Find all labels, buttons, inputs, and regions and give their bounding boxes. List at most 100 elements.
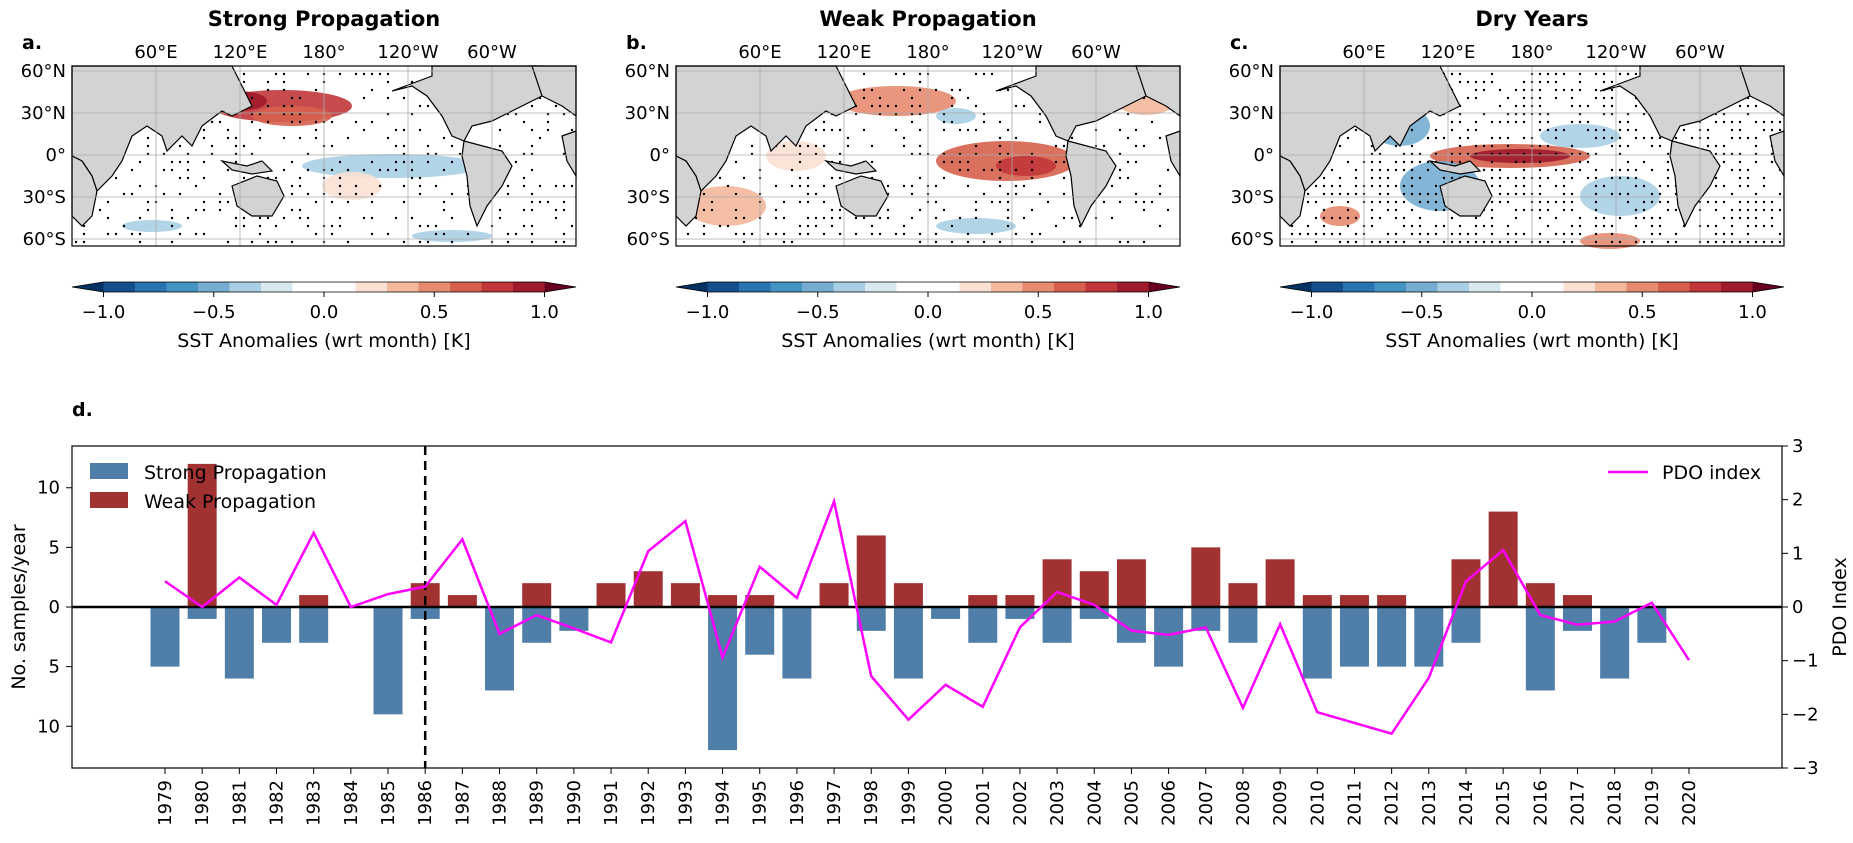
x-year-tick: 2019 [1642, 780, 1663, 826]
sst-anomaly-patch [1580, 176, 1660, 216]
land-mass [1427, 159, 1482, 175]
bar-strong-1979 [150, 607, 180, 667]
colorbar-segment [1117, 282, 1149, 292]
map-frame [71, 65, 577, 247]
bar-strong-2017 [1562, 607, 1592, 631]
bar-weak-2007 [1191, 547, 1221, 607]
x-year-tick: 1981 [229, 780, 250, 826]
x-year-tick: 1991 [601, 780, 622, 826]
bar-strong-2001 [968, 607, 998, 643]
sst-anomaly-patch [1320, 206, 1360, 226]
bar-weak-2010 [1302, 595, 1332, 607]
bar-strong-1985 [373, 607, 403, 715]
x-year-tick: 1988 [490, 780, 511, 826]
colorbar-segment [1563, 282, 1596, 292]
colorbar-tick-label: 0.5 [420, 302, 449, 323]
y-axis-left-label: No. samples/year [8, 524, 30, 690]
map-lon-tick: 60°E [134, 42, 177, 63]
bar-weak-1993 [670, 583, 700, 607]
colorbar-segment [1085, 282, 1118, 292]
x-year-tick: 2011 [1344, 780, 1365, 826]
colorbar-a-label: SST Anomalies (wrt month) [K] [177, 330, 470, 352]
map-panel-dry: 60°E 120°E 180° 120°W 60°W 60°N 30°N 0° 30°S 60°S… [1229, 42, 1785, 323]
map-panel-weak: 60°E 120°E 180° 120°W 60°W 60°N 30°N 0° 30°S 60°S… [625, 42, 1181, 323]
map-gridlines [676, 66, 1180, 246]
map-lon-tick: 60°W [467, 42, 517, 63]
x-year-tick: 1987 [452, 780, 473, 826]
map-lat-tick: 0° [650, 145, 670, 166]
panel-b-title: Weak Propagation [819, 7, 1036, 31]
bar-weak-2011 [1339, 595, 1369, 607]
map-lon-tick: 60°E [738, 42, 781, 63]
y-left-tick: 5 [49, 537, 60, 558]
bar-weak-1997 [819, 583, 849, 607]
x-year-tick: 1980 [192, 780, 213, 826]
map-lon-tick: 120°W [981, 42, 1042, 63]
colorbar-tick-label: 0.5 [1628, 302, 1657, 323]
colorbar-tick-label: −0.5 [796, 302, 840, 323]
bar-strong-2011 [1339, 607, 1369, 667]
colorbar-segment [418, 282, 451, 292]
land-mass [835, 175, 889, 217]
y-right-tick: −1 [1792, 651, 1819, 672]
colorbar-segment [1406, 282, 1438, 292]
colorbar-c-label: SST Anomalies (wrt month) [K] [1385, 330, 1678, 352]
sst-anomaly-patch [936, 108, 976, 124]
legend-right: PDO index [1608, 462, 1761, 484]
sst-anomaly-patch [766, 141, 826, 171]
y-left-tick: 10 [37, 716, 60, 737]
land-mass [995, 65, 1147, 142]
colorbar-tick-label: −0.5 [192, 302, 236, 323]
colorbar-segment [292, 282, 325, 292]
panel-d-letter: d. [72, 399, 93, 421]
legend-swatch-strong [90, 463, 128, 479]
colorbar-segment [229, 282, 262, 292]
x-year-tick: 1994 [713, 780, 734, 826]
x-year-tick: 1998 [861, 780, 882, 826]
colorbar-segment [833, 282, 866, 292]
colorbar-tick-label: 1.0 [1738, 302, 1767, 323]
y-right-tick: 1 [1792, 543, 1803, 564]
colorbar-segment [676, 282, 708, 292]
colorbar-segment [198, 282, 230, 292]
map-lon-tick: 180° [1510, 42, 1553, 63]
x-year-tick: 2003 [1047, 780, 1068, 826]
x-year-tick: 1983 [304, 780, 325, 826]
colorbar-tick-label: 0.0 [1518, 302, 1547, 323]
bar-strong-1994 [708, 607, 738, 751]
colorbar-segment [1148, 282, 1180, 292]
map-lat-tick: 0° [1254, 145, 1274, 166]
colorbar-segment [355, 282, 388, 292]
bar-strong-1982 [262, 607, 292, 643]
map-lat-tick: 30°N [625, 103, 670, 124]
bar-weak-1999 [893, 583, 923, 607]
sst-anomaly-patch [1540, 124, 1620, 148]
y-left-tick: 0 [49, 597, 60, 618]
bar-strong-2014 [1451, 607, 1481, 643]
y-right-tick: 3 [1792, 436, 1803, 457]
y-right-tick: 0 [1792, 597, 1803, 618]
map-lon-tick: 120°W [377, 42, 438, 63]
x-year-tick: 2013 [1419, 780, 1440, 826]
colorbar-b-label: SST Anomalies (wrt month) [K] [781, 330, 1074, 352]
colorbar-tick-label: 1.0 [1134, 302, 1163, 323]
bar-weak-1995 [745, 595, 775, 607]
colorbar-segment [1343, 282, 1375, 292]
samples-per-year-chart: 10 5 0 5 10 −3 −2 −1 0 1 2 3 1979 1980 1981 1982 1983 198… [37, 436, 1818, 826]
map-panel-strong: 60°E 120°E 180° 120°W 60°W 60°N 30°N 0° 30°S 60°S… [21, 42, 577, 323]
x-year-tick: 2007 [1196, 780, 1217, 826]
colorbar-segment [1280, 282, 1312, 292]
map-lat-tick: 30°N [21, 103, 66, 124]
bar-strong-2012 [1377, 607, 1407, 667]
colorbar-tick-label: −0.5 [1400, 302, 1444, 323]
map-gridlines [1280, 66, 1784, 246]
colorbar-segment [1022, 282, 1055, 292]
map-lat-tick: 60°S [1231, 229, 1274, 250]
colorbar-segment [1054, 282, 1086, 292]
colorbar-segment [1469, 282, 1501, 292]
map-lon-tick: 60°W [1675, 42, 1725, 63]
colorbar-segment [1689, 282, 1722, 292]
colorbar-segment [865, 282, 897, 292]
x-year-tick: 1984 [341, 780, 362, 826]
bar-strong-1983 [299, 607, 329, 643]
